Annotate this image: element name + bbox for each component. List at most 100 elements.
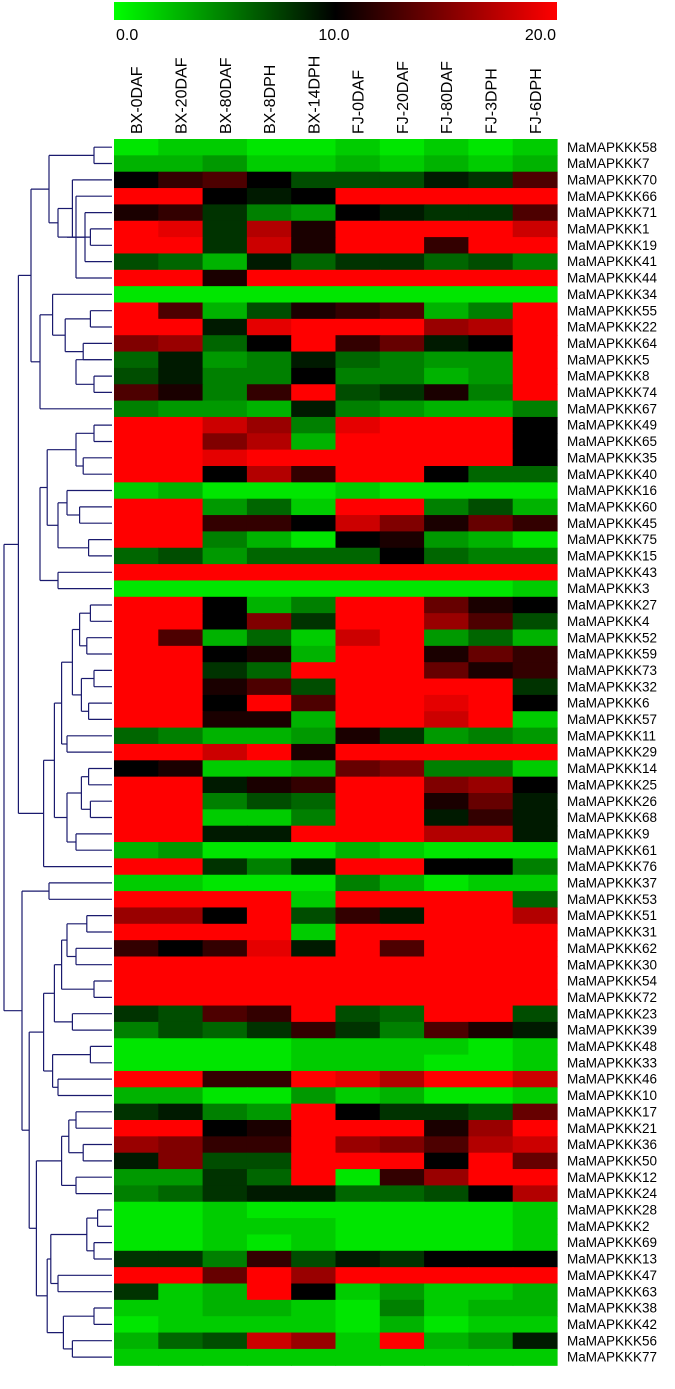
heatmap-cell — [512, 188, 558, 205]
heatmap-cell — [158, 1038, 204, 1056]
heatmap-cell — [158, 825, 204, 843]
heatmap-cell — [158, 842, 204, 859]
heatmap-cell — [158, 678, 204, 696]
heatmap-cell — [158, 482, 204, 500]
heatmap-cell — [202, 564, 248, 582]
heatmap-cell — [424, 171, 469, 189]
heatmap-cell — [379, 515, 425, 532]
heatmap-cell — [202, 433, 248, 451]
row-label: MaMAPKKK56 — [567, 1333, 657, 1348]
heatmap-cell — [114, 416, 159, 434]
heatmap-cell — [158, 1005, 204, 1023]
heatmap-cell — [335, 743, 381, 761]
heatmap-cell — [379, 318, 425, 336]
heatmap-cell — [246, 694, 292, 712]
heatmap-cell — [379, 580, 425, 598]
heatmap-cell — [202, 874, 248, 892]
heatmap-cell — [512, 923, 558, 941]
heatmap-cell — [158, 1348, 204, 1366]
heatmap-cell — [335, 498, 381, 516]
heatmap-cell — [291, 907, 337, 925]
heatmap-cell — [114, 1169, 159, 1186]
heatmap-cell — [291, 711, 337, 729]
heatmap-cell — [158, 204, 204, 222]
row-label: MaMAPKKK21 — [567, 1121, 657, 1136]
heatmap-cell — [512, 547, 558, 565]
heatmap-cell — [512, 629, 558, 647]
heatmap-cell — [468, 613, 514, 631]
heatmap-cell — [202, 596, 248, 614]
heatmap-cell — [335, 678, 381, 696]
heatmap-cell — [424, 1316, 469, 1334]
heatmap-cell — [202, 1169, 248, 1186]
heatmap-cell — [512, 1218, 558, 1236]
heatmap-cell — [379, 367, 425, 385]
heatmap-cell — [291, 433, 337, 451]
heatmap-cell — [335, 1087, 381, 1105]
heatmap-cell — [335, 662, 381, 680]
heatmap-cell — [468, 923, 514, 941]
heatmap-cell — [335, 1169, 381, 1186]
heatmap-cell — [468, 972, 514, 990]
heatmap-cell — [424, 694, 469, 712]
row-label: MaMAPKKK24 — [567, 1186, 658, 1201]
heatmap-cell — [335, 989, 381, 1007]
heatmap-cell — [246, 1021, 292, 1039]
heatmap-cell — [424, 1038, 469, 1056]
heatmap-cell — [424, 743, 469, 761]
heatmap-cell — [291, 155, 337, 173]
heatmap-cell — [379, 825, 425, 843]
heatmap-cell — [246, 1250, 292, 1268]
heatmap-cell — [202, 482, 248, 500]
heatmap-cell — [114, 989, 159, 1007]
heatmap-cell — [468, 302, 514, 320]
heatmap-cell — [202, 940, 248, 958]
heatmap-cell — [158, 1054, 204, 1072]
heatmap-cell — [379, 907, 425, 925]
heatmap-cell — [246, 482, 292, 500]
heatmap-cell — [202, 662, 248, 680]
heatmap-cell — [468, 760, 514, 778]
heatmap-cell — [291, 1299, 337, 1317]
heatmap-cell — [291, 237, 337, 255]
heatmap-cell — [424, 989, 469, 1007]
heatmap-cell — [424, 1218, 469, 1236]
heatmap-cell — [246, 400, 292, 418]
heatmap-cell — [246, 220, 292, 238]
heatmap-cell — [379, 613, 425, 631]
heatmap-cell — [512, 940, 558, 958]
row-label: MaMAPKKK4 — [567, 614, 650, 629]
heatmap-cell — [291, 940, 337, 958]
heatmap-cell — [424, 776, 469, 794]
row-label: MaMAPKKK55 — [567, 303, 657, 318]
heatmap-cell — [468, 449, 514, 467]
row-label: MaMAPKKK25 — [567, 777, 657, 792]
heatmap-cell — [291, 139, 337, 156]
heatmap-cell — [291, 351, 337, 369]
heatmap-cell — [512, 302, 558, 320]
heatmap-cell — [158, 1152, 204, 1170]
heatmap-cell — [291, 1250, 337, 1268]
heatmap-cell — [114, 596, 159, 614]
heatmap-cell — [468, 1316, 514, 1334]
row-label: MaMAPKKK17 — [567, 1104, 657, 1119]
row-label: MaMAPKKK77 — [567, 1350, 657, 1365]
heatmap-cell — [379, 694, 425, 712]
heatmap-cell — [379, 400, 425, 418]
heatmap-cell — [291, 629, 337, 647]
heatmap-cell — [335, 204, 381, 222]
heatmap-cell — [291, 874, 337, 892]
heatmap-cell — [202, 1136, 248, 1154]
heatmap-cell — [246, 711, 292, 729]
heatmap-cell — [335, 253, 381, 271]
heatmap-cell — [291, 662, 337, 680]
heatmap-cell — [246, 1218, 292, 1236]
heatmap-cell — [202, 694, 248, 712]
heatmap-cell — [379, 1185, 425, 1203]
heatmap-cell — [291, 858, 337, 876]
heatmap-cell — [246, 842, 292, 859]
heatmap-cell — [202, 711, 248, 729]
heatmap-cell — [202, 907, 248, 925]
heatmap-cell — [291, 416, 337, 434]
heatmap-cell — [291, 809, 337, 827]
